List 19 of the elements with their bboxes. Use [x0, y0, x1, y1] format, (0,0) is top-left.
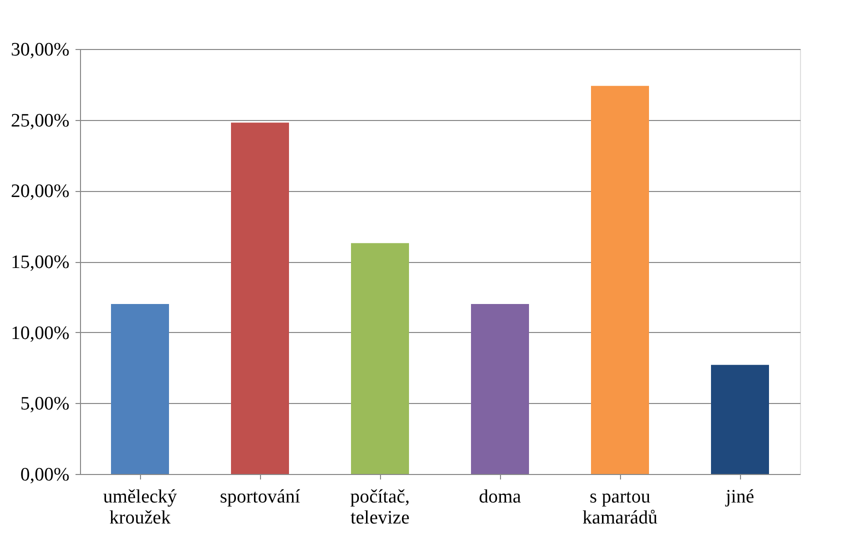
bar	[471, 304, 529, 474]
y-tick-label: 0,00%	[20, 464, 70, 486]
bar	[111, 304, 169, 474]
bar	[591, 86, 649, 474]
x-tick-label: jiné	[724, 486, 754, 508]
y-tick-label: 25,00%	[10, 110, 70, 132]
bar	[351, 243, 409, 474]
x-tick-label: doma	[478, 486, 522, 508]
y-tick-label: 20,00%	[10, 181, 70, 202]
y-tick-label: 30,00%	[10, 40, 70, 60]
y-tick-label: 5,00%	[20, 394, 70, 415]
x-tick-label: sportování	[220, 486, 301, 508]
x-tick-label: umělecký kroužek	[103, 486, 178, 528]
y-tick-label: 15,00%	[10, 252, 70, 273]
y-tick-label: 10,00%	[10, 322, 70, 344]
x-tick-label: s partou kamarádů	[582, 486, 658, 528]
bar	[231, 122, 289, 474]
x-tick-label: počítač, televize	[350, 486, 410, 528]
bar	[711, 364, 769, 474]
